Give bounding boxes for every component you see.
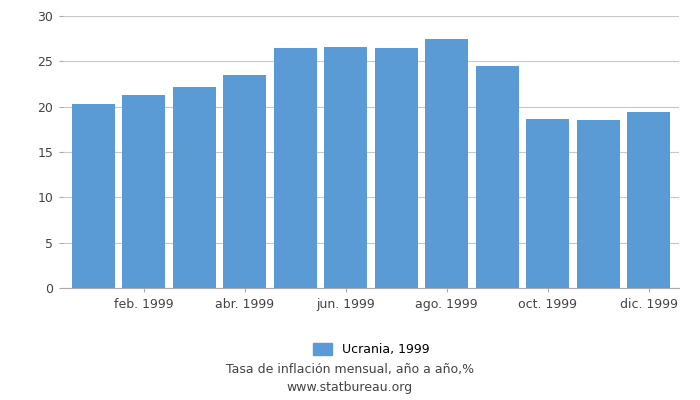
- Bar: [173, 87, 216, 288]
- Bar: [324, 47, 368, 288]
- Text: www.statbureau.org: www.statbureau.org: [287, 382, 413, 394]
- Bar: [122, 95, 165, 288]
- Legend: Ucrania, 1999: Ucrania, 1999: [313, 343, 429, 356]
- Bar: [223, 75, 266, 288]
- Bar: [274, 48, 316, 288]
- Bar: [476, 66, 519, 288]
- Bar: [374, 48, 418, 288]
- Bar: [577, 120, 620, 288]
- Text: Tasa de inflación mensual, año a año,%: Tasa de inflación mensual, año a año,%: [226, 364, 474, 376]
- Bar: [72, 104, 115, 288]
- Bar: [627, 112, 670, 288]
- Bar: [426, 39, 468, 288]
- Bar: [526, 119, 569, 288]
